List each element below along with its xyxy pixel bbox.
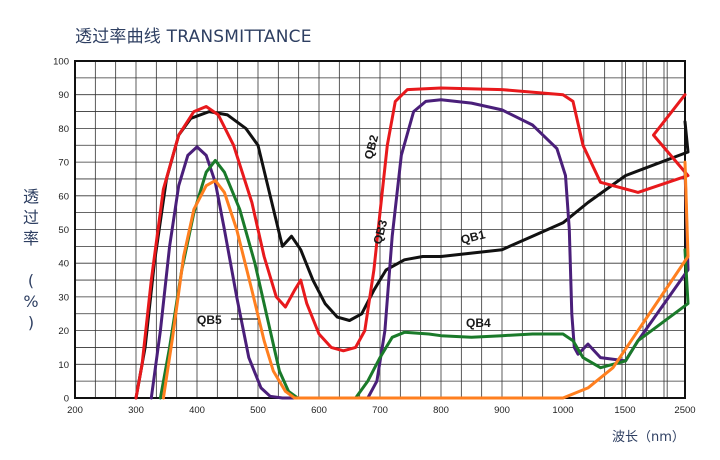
y-tick-label: 30	[58, 292, 69, 303]
y-tick-label: 70	[58, 158, 69, 169]
series-line-qb3	[149, 98, 690, 400]
y-tick-label: 80	[58, 124, 69, 135]
y-tick-label: 90	[58, 90, 69, 101]
chart-title: 透过率曲线 TRANSMITTANCE	[75, 27, 312, 47]
x-tick-label: 900	[494, 405, 510, 416]
x-tick-label: 700	[372, 405, 388, 416]
y-tick-label: 0	[64, 394, 69, 405]
y-tick-label: 40	[58, 259, 69, 270]
y-axis-label: 透 过 率 ( % )	[22, 187, 39, 332]
x-tick-label: 400	[189, 405, 205, 416]
series-line-qb1	[134, 110, 690, 400]
x-tick-label: 1000	[552, 405, 573, 416]
series-line-qb4	[158, 158, 690, 400]
series-line-qb2	[134, 86, 690, 400]
series-label-qb1: QB1	[459, 227, 487, 247]
series-line-qb5	[161, 160, 690, 400]
y-tick-label: 50	[58, 225, 69, 236]
x-tick-label: 800	[433, 405, 449, 416]
y-tick-label: 10	[58, 360, 69, 371]
x-tick-label: 1500	[614, 405, 635, 416]
series-label-qb2: QB2	[361, 133, 381, 161]
y-tick-label: 100	[53, 57, 69, 68]
x-tick-label: 600	[311, 405, 327, 416]
x-tick-label: 500	[250, 405, 266, 416]
x-tick-label: 2500	[674, 405, 695, 416]
series-label-qb5: QB5	[197, 313, 222, 327]
x-tick-label: 300	[128, 405, 144, 416]
x-axis-label: 波长（nm）	[612, 430, 685, 445]
y-tick-label: 60	[58, 191, 69, 202]
y-tick-label: 20	[58, 326, 69, 337]
series-label-qb3: QB3	[370, 218, 390, 246]
x-tick-label: 200	[67, 405, 83, 416]
series-label-qb4: QB4	[466, 316, 491, 330]
